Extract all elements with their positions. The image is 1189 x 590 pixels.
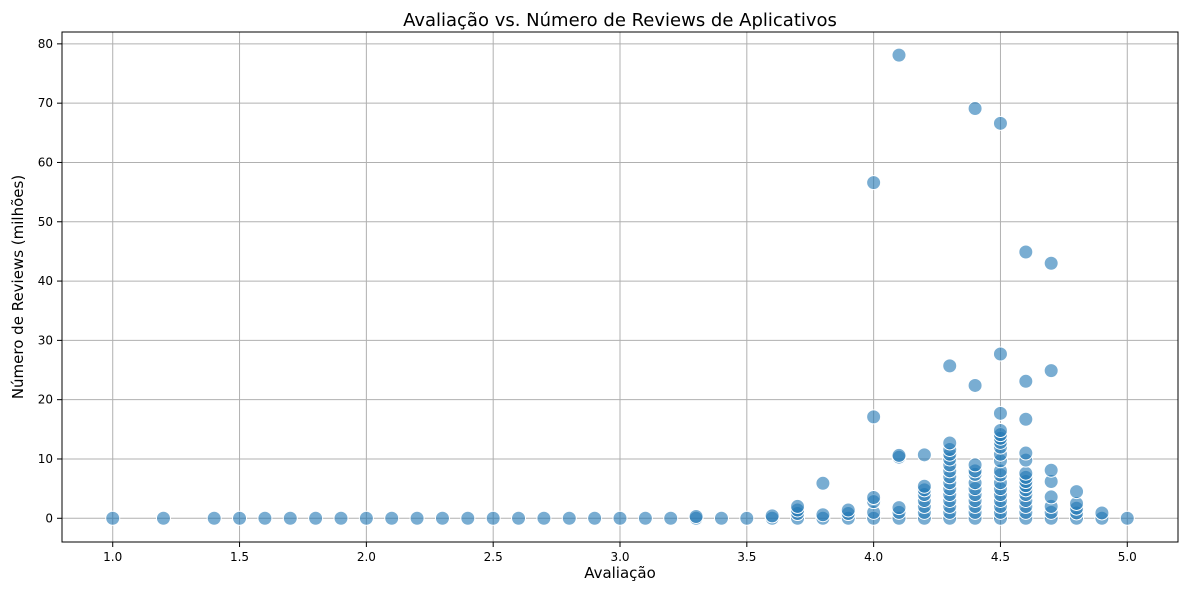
y-tick-label: 80 — [38, 37, 53, 51]
data-point — [460, 510, 476, 526]
y-axis-ticks: 0 10 20 30 40 50 60 70 80 — [38, 37, 62, 525]
data-point — [1043, 363, 1059, 379]
data-point — [992, 405, 1008, 421]
data-point — [891, 447, 907, 463]
data-point — [891, 47, 907, 63]
data-point — [916, 478, 932, 494]
data-point — [739, 510, 755, 526]
y-tick-label: 70 — [38, 96, 53, 110]
data-point — [891, 500, 907, 516]
data-point — [1018, 465, 1034, 481]
y-tick-label: 60 — [38, 155, 53, 169]
data-point — [967, 101, 983, 116]
data-point — [409, 510, 425, 526]
data-point — [536, 510, 552, 526]
data-point — [308, 510, 324, 526]
data-point — [257, 510, 273, 526]
data-point — [1043, 462, 1059, 478]
data-point — [840, 502, 856, 518]
data-point — [612, 510, 628, 526]
data-point — [1018, 411, 1034, 427]
data-point — [992, 423, 1008, 439]
y-tick-label: 10 — [38, 452, 53, 466]
x-tick-label: 2.5 — [484, 550, 503, 564]
data-point — [1018, 373, 1034, 389]
data-point — [866, 175, 882, 191]
x-tick-label: 4.5 — [991, 550, 1010, 564]
data-point — [1119, 510, 1135, 526]
grid — [62, 32, 1178, 542]
data-point — [713, 510, 729, 526]
y-axis-label: Número de Reviews (milhões) — [9, 175, 27, 399]
data-point — [485, 510, 501, 526]
x-tick-label: 4.0 — [864, 550, 883, 564]
data-point — [663, 510, 679, 526]
data-point — [967, 457, 983, 473]
data-point — [282, 510, 298, 526]
y-tick-label: 30 — [38, 333, 53, 347]
data-point — [511, 510, 527, 526]
y-tick-label: 50 — [38, 215, 53, 229]
data-point — [1043, 255, 1059, 271]
y-tick-label: 0 — [45, 511, 53, 525]
data-point — [434, 510, 450, 526]
data-point — [1069, 484, 1085, 500]
data-point — [637, 510, 653, 526]
data-point — [561, 510, 577, 526]
data-point — [384, 510, 400, 526]
data-point — [764, 508, 780, 524]
y-tick-label: 40 — [38, 274, 53, 288]
data-point — [1094, 505, 1110, 521]
x-axis-ticks: 1.0 1.5 2.0 2.5 3.0 3.5 4.0 4.5 5.0 — [103, 542, 1137, 564]
data-point — [105, 510, 121, 526]
data-point — [992, 346, 1008, 362]
data-point — [232, 510, 248, 526]
x-tick-label: 3.5 — [737, 550, 756, 564]
data-point — [1018, 445, 1034, 461]
x-tick-label: 1.5 — [230, 550, 249, 564]
data-point — [358, 510, 374, 526]
data-point — [815, 507, 831, 523]
x-tick-label: 5.0 — [1118, 550, 1137, 564]
data-point — [916, 447, 932, 463]
data-point — [866, 490, 882, 506]
data-point — [688, 509, 704, 524]
data-point — [1018, 244, 1034, 260]
data-point — [790, 498, 806, 514]
data-point — [206, 510, 222, 526]
x-tick-label: 2.0 — [357, 550, 376, 564]
data-point — [942, 435, 958, 451]
data-point — [992, 115, 1008, 131]
data-point — [587, 510, 603, 526]
data-point — [155, 510, 171, 526]
y-tick-label: 20 — [38, 393, 53, 407]
data-point — [942, 358, 958, 374]
data-point — [1043, 489, 1059, 505]
data-point — [967, 377, 983, 393]
x-tick-label: 3.0 — [610, 550, 629, 564]
chart-title: Avaliação vs. Número de Reviews de Aplic… — [403, 10, 837, 31]
data-point — [866, 409, 882, 425]
data-point — [815, 475, 831, 491]
data-points — [105, 47, 1135, 526]
data-point — [333, 510, 349, 526]
x-tick-label: 1.0 — [103, 550, 122, 564]
x-axis-label: Avaliação — [584, 564, 656, 582]
